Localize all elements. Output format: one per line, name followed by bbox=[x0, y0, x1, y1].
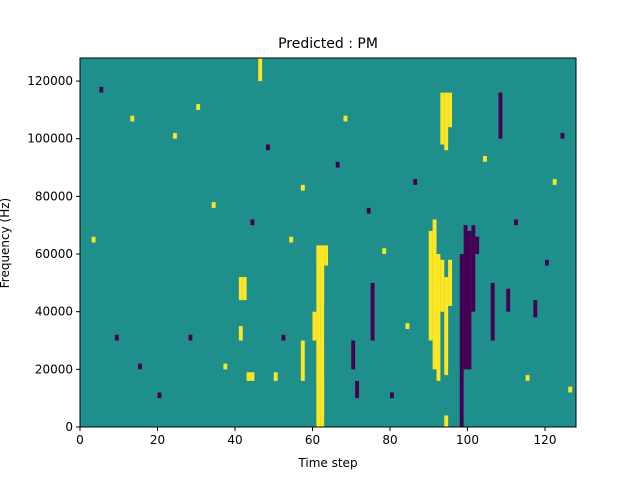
y-tick-label: 100000 bbox=[27, 132, 73, 146]
heatmap-cell bbox=[436, 254, 441, 381]
heatmap-cell bbox=[238, 326, 243, 341]
heatmap-cell bbox=[289, 236, 294, 243]
heatmap-cell bbox=[560, 132, 565, 139]
y-tick-label: 60000 bbox=[35, 247, 73, 261]
y-tick-label: 20000 bbox=[35, 362, 73, 376]
heatmap-cell bbox=[223, 363, 228, 370]
x-axis-ticks: 0 20 40 60 80 100 120 bbox=[76, 427, 556, 447]
heatmap-cell bbox=[335, 161, 340, 168]
heatmap-cell bbox=[324, 245, 329, 266]
x-tick-label: 60 bbox=[305, 433, 320, 447]
heatmap-cell bbox=[320, 245, 325, 266]
heatmap-cell bbox=[568, 386, 573, 393]
heatmap-cell bbox=[250, 372, 255, 381]
heatmap-cell bbox=[99, 86, 104, 93]
heatmap-cell bbox=[343, 115, 348, 122]
heatmap-cell bbox=[355, 380, 360, 399]
heatmap-cell bbox=[320, 248, 325, 427]
heatmap-cell bbox=[316, 251, 321, 427]
heatmap-cell bbox=[157, 392, 162, 399]
heatmap-cell bbox=[316, 340, 321, 378]
x-tick-label: 100 bbox=[456, 433, 479, 447]
heatmap-cell bbox=[448, 259, 453, 306]
y-axis-ticks: 0 20000 40000 60000 80000 100000 120000 bbox=[27, 74, 80, 434]
heatmap-cell bbox=[188, 334, 193, 341]
heatmap-background bbox=[80, 58, 576, 427]
y-axis-label: Frequency (Hz) bbox=[0, 198, 12, 289]
heatmap-cell bbox=[428, 230, 433, 341]
heatmap-cell bbox=[467, 230, 472, 370]
heatmap-cell bbox=[246, 372, 251, 381]
heatmap-cell bbox=[432, 219, 437, 370]
heatmap-cell bbox=[382, 248, 387, 255]
heatmap-cell bbox=[533, 300, 538, 318]
heatmap-cell bbox=[281, 334, 286, 341]
heatmap-cell bbox=[250, 219, 255, 226]
heatmap-cell bbox=[266, 144, 270, 151]
x-tick-label: 40 bbox=[227, 433, 242, 447]
heatmap-cell bbox=[490, 282, 495, 341]
y-tick-label: 0 bbox=[65, 420, 73, 434]
plot-frame bbox=[79, 57, 577, 428]
heatmap-cell bbox=[114, 334, 119, 341]
heatmap-cell bbox=[130, 115, 135, 122]
heatmap-cell bbox=[316, 245, 321, 266]
heatmap-cell bbox=[444, 277, 449, 376]
heatmap-cell bbox=[506, 288, 511, 312]
x-tick-label: 120 bbox=[534, 433, 557, 447]
heatmap-cell bbox=[196, 104, 201, 110]
x-tick-label: 0 bbox=[76, 433, 84, 447]
heatmap-cell bbox=[273, 372, 278, 381]
heatmap-cell bbox=[483, 156, 487, 162]
heatmap-cell bbox=[238, 277, 243, 301]
heatmap-cell bbox=[258, 58, 263, 82]
heatmap-cell bbox=[138, 363, 143, 370]
heatmap-cell bbox=[320, 377, 325, 419]
heatmap-cell bbox=[471, 225, 476, 312]
heatmap-cell bbox=[475, 236, 480, 255]
heatmap-cell bbox=[444, 415, 449, 427]
chart-title: Predicted : PM bbox=[278, 36, 378, 52]
heatmap-cell bbox=[440, 92, 445, 145]
x-tick-label: 20 bbox=[150, 433, 165, 447]
heatmap-cell bbox=[300, 184, 305, 191]
heatmap-cell bbox=[211, 202, 216, 208]
heatmap-cell bbox=[514, 219, 518, 226]
heatmap-cell bbox=[463, 225, 468, 370]
heatmap-cell bbox=[413, 179, 418, 185]
heatmap-cell bbox=[552, 179, 557, 185]
x-axis-label: Time step bbox=[297, 456, 357, 470]
heatmap-cell bbox=[300, 340, 305, 381]
heatmap-cell bbox=[320, 265, 325, 304]
plot-area bbox=[79, 57, 577, 428]
heatmap-cell bbox=[525, 375, 530, 381]
heatmap-cell bbox=[440, 259, 445, 312]
heatmap-cell bbox=[448, 92, 453, 128]
heatmap-cell bbox=[366, 207, 371, 214]
x-tick-label: 80 bbox=[382, 433, 397, 447]
heatmap-cell bbox=[390, 392, 394, 399]
heatmap-cell bbox=[91, 236, 96, 243]
heatmap-cell bbox=[312, 311, 317, 341]
heatmap-cell bbox=[173, 132, 177, 139]
heatmap-cell bbox=[242, 277, 247, 301]
heatmap-cell bbox=[351, 340, 356, 370]
heatmap-cell bbox=[545, 259, 549, 266]
heatmap-cell bbox=[370, 282, 375, 341]
heatmap-cell bbox=[444, 92, 449, 151]
y-tick-label: 40000 bbox=[35, 305, 73, 319]
y-tick-label: 80000 bbox=[35, 189, 73, 203]
heatmap-cell bbox=[498, 92, 503, 139]
heatmap-cells bbox=[91, 58, 573, 427]
heatmap-cell bbox=[405, 323, 410, 329]
heatmap-cell bbox=[459, 254, 464, 427]
y-tick-label: 120000 bbox=[27, 74, 73, 88]
